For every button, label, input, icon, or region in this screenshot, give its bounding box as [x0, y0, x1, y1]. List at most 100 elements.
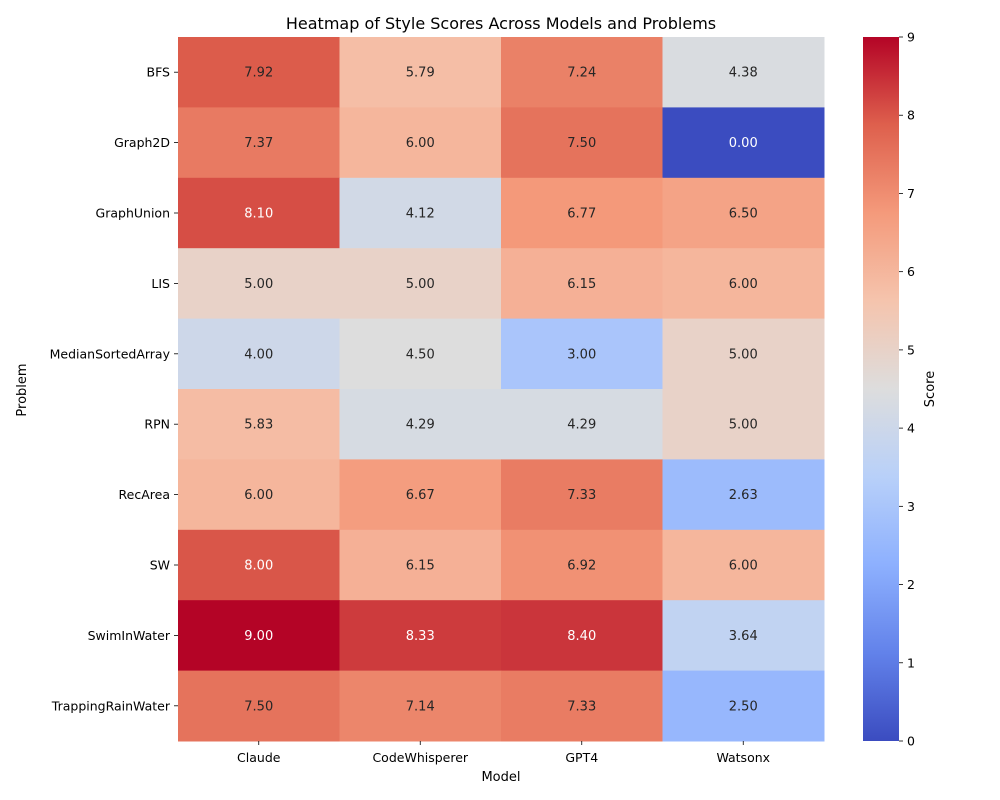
colorbar-tick-label: 8	[907, 108, 915, 123]
x-tick-labels: Claude CodeWhisperer GPT4 Watsonx	[237, 741, 770, 765]
heatmap-cell	[501, 459, 663, 531]
heatmap-cell	[178, 177, 340, 249]
x-tick-label: CodeWhisperer	[372, 750, 468, 765]
heatmap-cell	[178, 37, 340, 108]
heatmap-cell	[339, 459, 502, 531]
colorbar-tick-label: 6	[907, 264, 915, 279]
cell-value-label: 8.00	[244, 559, 273, 574]
heatmap-cell	[178, 600, 340, 672]
x-tick-label: GPT4	[565, 750, 598, 765]
colorbar-tick-label: 9	[907, 30, 915, 45]
cell-value-label: 3.00	[567, 347, 596, 362]
cell-value-label: 8.40	[567, 629, 596, 644]
cell-value-label: 3.64	[729, 629, 758, 644]
y-tick-label: GraphUnion	[96, 206, 170, 221]
heatmap-cell	[501, 37, 663, 108]
heatmap-cell	[339, 670, 502, 742]
cell-value-label: 7.33	[567, 488, 596, 503]
cell-value-label: 5.00	[406, 277, 435, 292]
cell-value-label: 4.12	[406, 207, 435, 222]
cell-value-label: 6.15	[406, 559, 435, 574]
y-tick-label: Graph2D	[114, 135, 170, 150]
heatmap-cell	[178, 107, 340, 179]
cell-value-label: 8.10	[244, 207, 273, 222]
cell-value-label: 4.00	[244, 347, 273, 362]
cell-value-label: 5.00	[244, 277, 273, 292]
colorbar-ticks: 0 1 2 3 4 5 6 7 8 9	[899, 30, 915, 749]
heatmap-cell	[178, 389, 340, 460]
cell-value-label: 5.00	[729, 418, 758, 433]
cell-value-label: 6.50	[729, 207, 758, 222]
cell-value-label: 2.63	[729, 488, 758, 503]
colorbar	[863, 37, 899, 741]
colorbar-tick-label: 2	[907, 577, 915, 592]
heatmap-cell	[501, 177, 663, 249]
heatmap-cell	[662, 670, 825, 742]
y-tick-label: BFS	[147, 65, 171, 80]
heatmap-cells: 7.92 5.79 7.24 4.38 7.37 6.00 7.50 0.00 8.10 4.12…	[178, 37, 825, 742]
cell-value-label: 4.38	[729, 66, 758, 81]
heatmap-cell	[662, 318, 825, 390]
cell-value-label: 6.00	[406, 136, 435, 151]
heatmap-cell	[178, 248, 340, 320]
cell-value-label: 4.29	[567, 418, 596, 433]
y-tick-labels: BFS Graph2D GraphUnion LIS MedianSortedArray…	[50, 65, 178, 713]
cell-value-label: 0.00	[729, 136, 758, 151]
cell-value-label: 9.00	[244, 629, 273, 644]
cell-value-label: 7.50	[244, 699, 273, 714]
colorbar-tick-label: 7	[907, 186, 915, 201]
cell-value-label: 8.33	[406, 629, 435, 644]
heatmap-cell	[339, 107, 502, 179]
cell-value-label: 6.00	[729, 277, 758, 292]
heatmap-cell	[501, 318, 663, 390]
y-tick-label: SwimInWater	[88, 628, 171, 643]
heatmap-cell	[501, 389, 663, 460]
heatmap-cell	[339, 529, 502, 601]
cell-value-label: 5.00	[729, 347, 758, 362]
heatmap-cell	[178, 670, 340, 742]
heatmap-cell	[662, 177, 825, 249]
chart-title: Heatmap of Style Scores Across Models an…	[286, 14, 716, 33]
cell-value-label: 6.15	[567, 277, 596, 292]
heatmap-cell	[501, 529, 663, 601]
y-tick-label: RecArea	[119, 487, 170, 502]
heatmap-cell	[662, 529, 825, 601]
y-tick-label: LIS	[151, 276, 170, 291]
cell-value-label: 7.50	[567, 136, 596, 151]
cell-value-label: 7.14	[406, 699, 435, 714]
cell-value-label: 4.50	[406, 347, 435, 362]
colorbar-label: Score	[923, 371, 938, 407]
heatmap-cell	[178, 459, 340, 531]
heatmap-cell	[662, 459, 825, 531]
colorbar-tick-label: 1	[907, 655, 915, 670]
heatmap-cell	[501, 107, 663, 179]
heatmap-cell	[339, 600, 502, 672]
cell-value-label: 6.77	[567, 207, 596, 222]
cell-value-label: 5.83	[244, 418, 273, 433]
heatmap-cell	[501, 248, 663, 320]
heatmap-cell	[339, 389, 502, 460]
y-tick-label: TrappingRainWater	[51, 698, 171, 713]
y-tick-label: RPN	[144, 417, 170, 432]
heatmap-cell	[662, 37, 825, 108]
cell-value-label: 6.92	[567, 559, 596, 574]
cell-value-label: 7.33	[567, 699, 596, 714]
cell-value-label: 7.37	[244, 136, 273, 151]
y-tick-label: SW	[150, 558, 170, 573]
heatmap-cell	[662, 389, 825, 460]
heatmap-cell	[339, 318, 502, 390]
heatmap-cell	[339, 177, 502, 249]
heatmap-cell	[662, 600, 825, 672]
heatmap-cell	[178, 529, 340, 601]
colorbar-tick-label: 5	[907, 342, 915, 357]
cell-value-label: 6.67	[406, 488, 435, 503]
heatmap-cell	[178, 318, 340, 390]
cell-value-label: 5.79	[406, 66, 435, 81]
cell-value-label: 6.00	[244, 488, 273, 503]
colorbar-tick-label: 0	[907, 734, 915, 749]
heatmap-cell	[339, 248, 502, 320]
cell-value-label: 6.00	[729, 559, 758, 574]
y-axis-label: Problem	[15, 363, 30, 416]
heatmap-cell	[662, 107, 825, 179]
